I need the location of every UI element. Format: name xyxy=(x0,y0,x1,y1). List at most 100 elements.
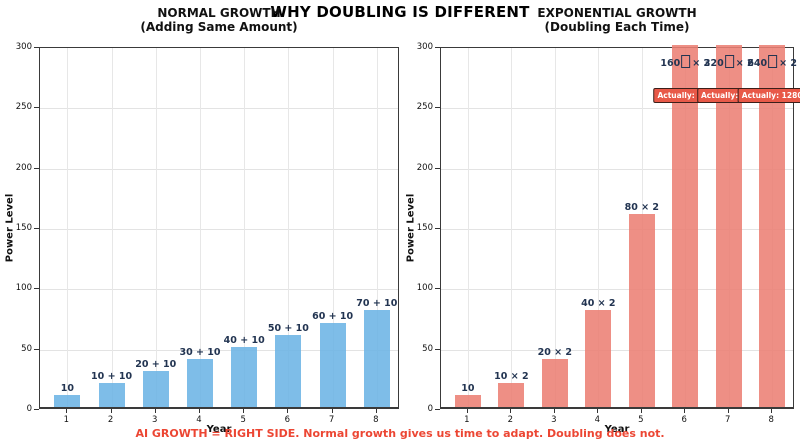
bar-value-label: 70 + 10 xyxy=(356,298,398,310)
y-tick-label: 300 xyxy=(416,42,433,52)
x-tick-label: 1 xyxy=(464,415,470,425)
y-tick-mark xyxy=(435,167,440,169)
gridline-vertical xyxy=(67,48,69,407)
bar-value-label: 20 + 10 xyxy=(135,358,177,370)
bar-year-4 xyxy=(186,358,213,407)
gridline-vertical xyxy=(511,48,513,407)
panel-title-line1: EXPONENTIAL GROWTH xyxy=(537,6,697,20)
overflow-label-operation: × 2 xyxy=(779,58,798,69)
y-tick-label: 200 xyxy=(15,162,32,173)
x-tick-label: 8 xyxy=(373,415,379,425)
x-tick-mark xyxy=(684,409,686,413)
bar-year-2 xyxy=(498,382,525,407)
gridline-vertical xyxy=(199,48,201,407)
missing-glyph-arrow-icon xyxy=(681,55,691,68)
gridline-horizontal xyxy=(40,289,398,291)
x-tick-label: 7 xyxy=(725,415,731,425)
bar-year-6 xyxy=(275,334,302,407)
bar-value-label: 10 × 2 xyxy=(494,370,529,382)
gridline-horizontal xyxy=(40,168,398,170)
gridline-vertical xyxy=(111,48,113,407)
bar-value-label: 20 × 2 xyxy=(537,346,573,358)
y-tick-mark xyxy=(34,107,39,109)
x-tick-label: 2 xyxy=(507,415,514,425)
x-tick-label: 3 xyxy=(152,415,158,425)
actually-badge: Actually: 1280 xyxy=(737,88,800,103)
x-tick-mark xyxy=(154,409,156,413)
y-tick-mark xyxy=(435,47,440,48)
gridline-horizontal xyxy=(441,229,793,230)
y-tick-label: 300 xyxy=(15,42,32,52)
gridline-vertical xyxy=(288,48,290,407)
bar-year-3 xyxy=(541,358,568,407)
x-tick-mark xyxy=(375,409,377,413)
bar-value-label: 80 × 2 xyxy=(624,201,659,213)
bar-year-5 xyxy=(231,346,258,407)
gridline-vertical xyxy=(598,48,600,407)
x-tick-mark xyxy=(331,409,333,413)
y-tick-mark xyxy=(435,228,440,229)
gridline-horizontal xyxy=(40,108,398,110)
gridline-horizontal xyxy=(441,349,793,351)
plot-area: 10 10 + 10 20 + 10 30 + 10 40 + 10 50 + 10 60 … xyxy=(39,47,399,409)
y-tick-mark xyxy=(34,348,39,350)
x-tick-mark xyxy=(597,409,599,413)
bar-year-2 xyxy=(98,382,125,407)
y-tick-label: 0 xyxy=(26,404,32,414)
y-tick-mark xyxy=(34,167,39,169)
figure-caption: AI GROWTH = RIGHT SIDE. Normal growth gi… xyxy=(135,427,665,440)
x-tick-mark xyxy=(727,409,729,413)
y-tick-mark xyxy=(435,409,440,410)
overflow-label-value: 320 xyxy=(703,58,724,69)
x-tick-mark xyxy=(640,409,642,413)
bar-value-label: 40 + 10 xyxy=(223,334,265,346)
bar-year-5 xyxy=(628,213,655,407)
y-tick-label: 0 xyxy=(427,404,433,414)
x-tick-mark xyxy=(466,409,468,413)
y-tick-label: 200 xyxy=(416,162,433,173)
x-tick-mark xyxy=(66,409,68,413)
y-tick-label: 100 xyxy=(416,283,433,294)
y-axis-label: Power Level xyxy=(405,193,417,263)
panel-title-line2: (Adding Same Amount) xyxy=(140,20,298,34)
bar-value-label: 50 + 10 xyxy=(267,322,309,334)
x-tick-mark xyxy=(287,409,289,413)
y-tick-mark xyxy=(34,288,39,290)
y-tick-mark xyxy=(435,348,440,350)
bar-year-7 xyxy=(319,322,346,407)
overflow-label-value: 640 xyxy=(747,58,768,69)
gridline-vertical xyxy=(332,48,334,407)
y-tick-mark xyxy=(435,107,440,109)
bar-year-3 xyxy=(142,370,169,407)
bar-year-8 xyxy=(363,310,390,407)
x-tick-label: 6 xyxy=(284,415,291,425)
x-axis-label: Year xyxy=(604,424,630,435)
gridline-horizontal xyxy=(40,349,398,351)
y-tick-mark xyxy=(34,228,39,229)
missing-glyph-arrow-icon xyxy=(768,55,778,68)
panel-title-line1: NORMAL GROWTH xyxy=(157,6,281,20)
x-tick-label: 1 xyxy=(63,415,70,425)
gridline-horizontal xyxy=(441,289,793,291)
y-axis-label: Power Level xyxy=(4,193,16,263)
panel-title: NORMAL GROWTH (Adding Same Amount) xyxy=(19,6,419,34)
y-tick-label: 250 xyxy=(15,102,32,113)
bar-value-label: 10 + 10 xyxy=(91,370,133,382)
y-tick-mark xyxy=(435,288,440,290)
y-tick-label: 150 xyxy=(15,223,32,233)
bar-value-label: 10 xyxy=(461,382,475,394)
x-tick-mark xyxy=(553,409,555,413)
x-tick-label: 2 xyxy=(107,415,114,425)
gridline-vertical xyxy=(467,48,469,407)
overflow-bar-label: 640 × 2 xyxy=(747,55,797,69)
x-tick-mark xyxy=(771,409,773,413)
overflow-bar-label: 320 × 2 xyxy=(704,55,754,69)
x-tick-label: 3 xyxy=(551,415,557,425)
overflow-label-operation: × 2 xyxy=(735,58,754,69)
x-tick-mark xyxy=(198,409,200,413)
gridline-vertical xyxy=(155,48,157,407)
gridline-vertical xyxy=(376,48,378,407)
panel-title: EXPONENTIAL GROWTH (Doubling Each Time) xyxy=(420,6,800,34)
bar-year-1 xyxy=(54,394,81,407)
